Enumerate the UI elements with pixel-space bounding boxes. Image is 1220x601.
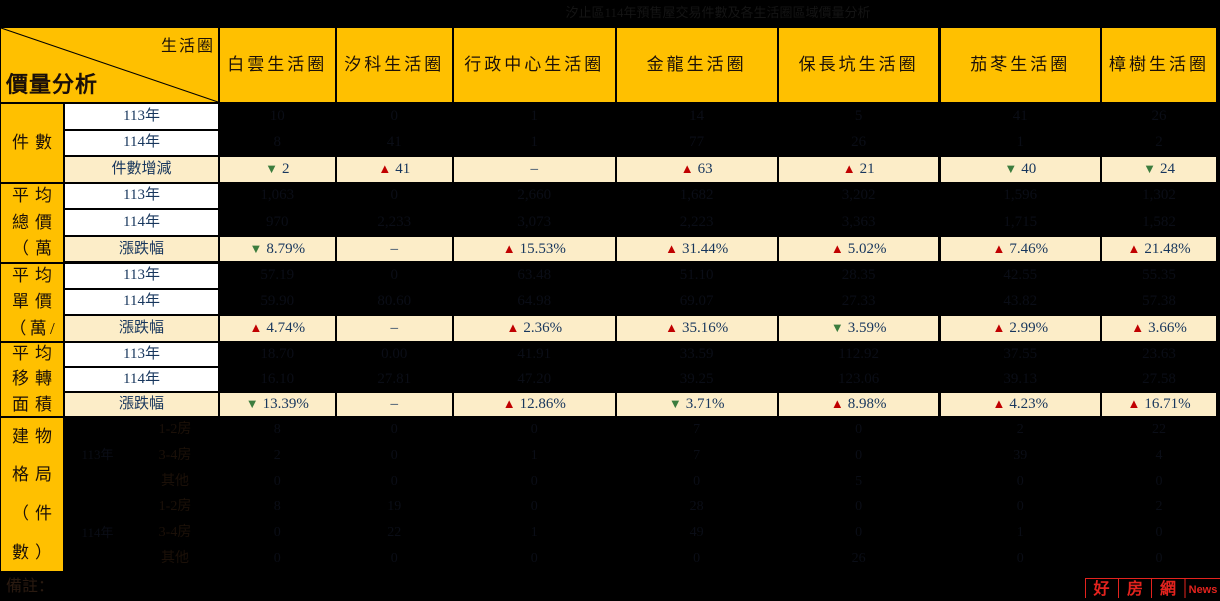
svg-text:News: News bbox=[1189, 584, 1218, 596]
svg-text:好: 好 bbox=[1092, 580, 1109, 598]
svg-text:網: 網 bbox=[1160, 579, 1176, 598]
svg-text:房: 房 bbox=[1127, 579, 1143, 598]
